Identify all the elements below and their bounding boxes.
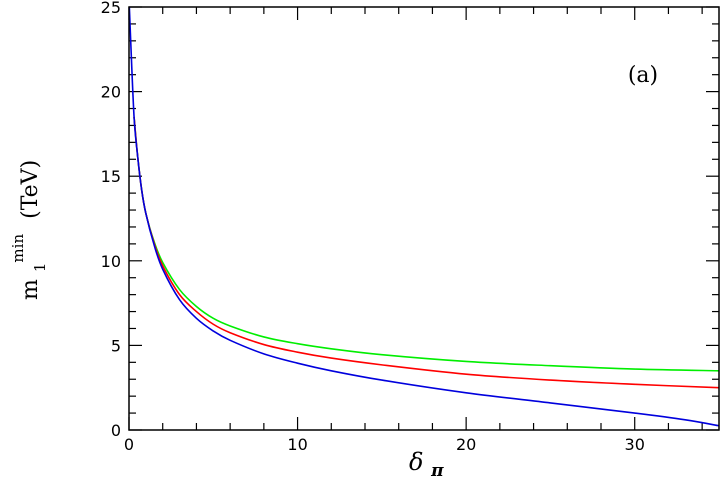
x-tick-label: 20	[456, 435, 476, 454]
y-axis-title-unit: (TeV)	[18, 160, 43, 219]
y-axis-title-superscript: min	[9, 234, 27, 263]
panel-label: (a)	[628, 63, 658, 88]
y-tick-label: 10	[101, 252, 121, 271]
series-lines	[129, 7, 719, 427]
svg-text:m 1 min (TeV: m 1 min (TeV)	[4, 160, 51, 300]
x-tick-label: 30	[625, 435, 645, 454]
y-tick-label: 0	[111, 421, 121, 440]
x-axis-title: δ π	[409, 448, 444, 481]
y-axis-title: m 1 min (TeV)	[4, 160, 51, 300]
x-tick-label: 0	[124, 435, 134, 454]
y-tick-label: 5	[111, 336, 121, 355]
plot-frame	[128, 6, 720, 431]
y-axis-title-main: m	[18, 279, 43, 300]
y-tick-label: 20	[101, 83, 121, 102]
y-tick-label: 25	[101, 0, 121, 17]
series-line-2	[133, 116, 719, 389]
series-line-3	[129, 7, 719, 427]
tick-labels: 0 10 20 30 0 5 10 15 20 25	[101, 0, 645, 454]
series-line-1	[133, 116, 719, 372]
x-axis-title-main: δ	[409, 448, 423, 476]
y-axis-title-subscript: 1	[31, 263, 49, 273]
y-tick-label: 15	[101, 167, 121, 186]
x-tick-label: 10	[287, 435, 307, 454]
x-axis-title-subscript: π	[430, 461, 444, 481]
